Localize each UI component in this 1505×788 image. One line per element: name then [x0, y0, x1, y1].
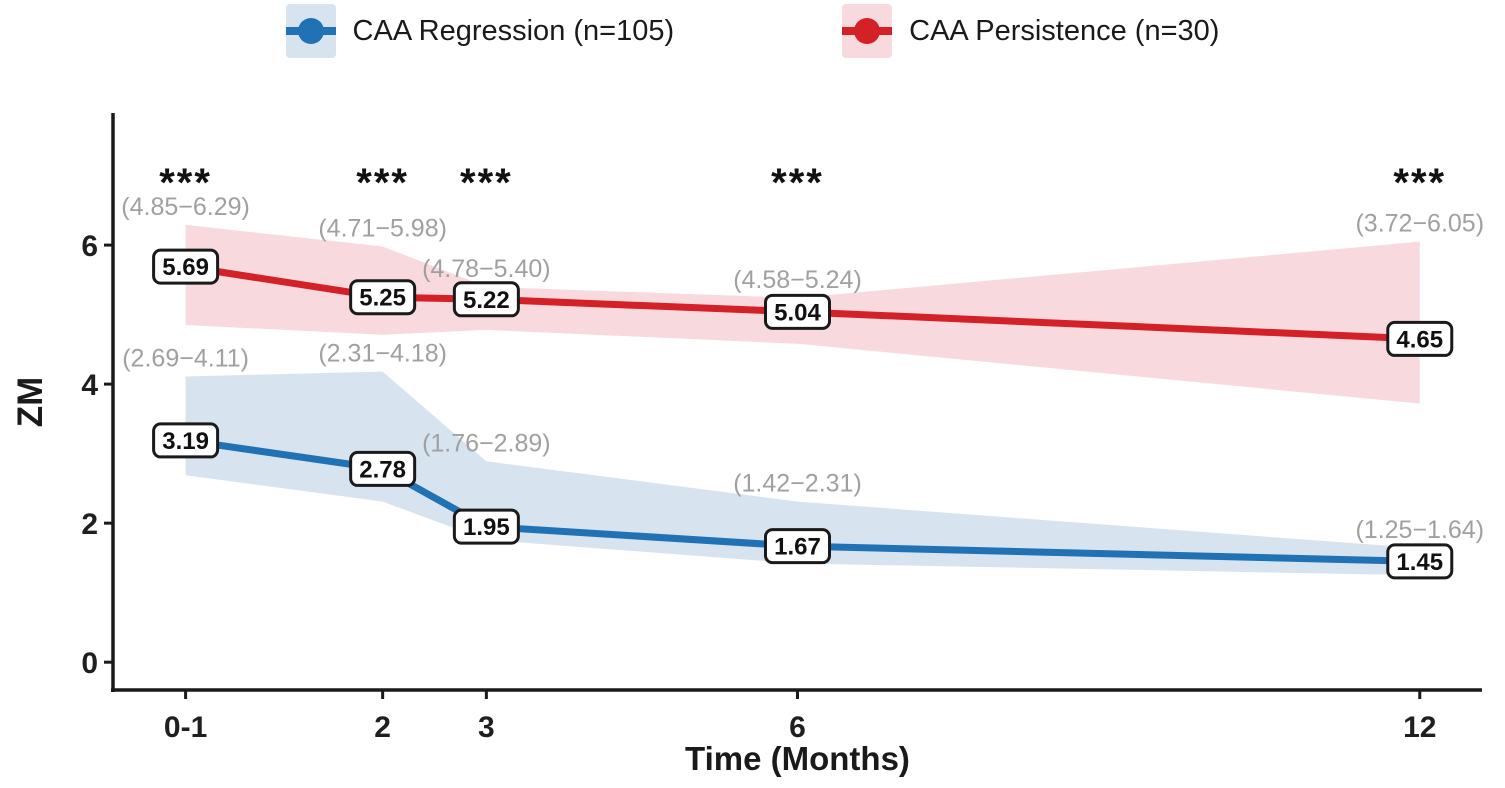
significance-stars: *** — [460, 161, 513, 205]
value-label: 4.65 — [1396, 326, 1443, 353]
ci-label: (4.85−6.29) — [121, 193, 250, 221]
significance-stars: *** — [356, 161, 409, 205]
x-tick-label: 2 — [374, 711, 391, 744]
y-axis-title: ZM — [11, 377, 50, 428]
y-tick-label: 0 — [81, 647, 98, 680]
value-label: 1.45 — [1396, 549, 1443, 576]
value-label-box — [764, 528, 831, 565]
ci-label: (2.31−4.18) — [318, 340, 447, 368]
value-label-box — [1386, 543, 1454, 580]
significance-stars: *** — [159, 161, 212, 205]
legend-dot-glyph — [297, 18, 324, 44]
x-tick-label: 0-1 — [164, 711, 207, 744]
value-label: 2.78 — [359, 456, 406, 483]
legend-dot-glyph — [854, 18, 881, 44]
value-label-box — [452, 508, 520, 545]
value-label: 5.69 — [162, 254, 209, 281]
y-tick-label: 6 — [81, 230, 98, 263]
value-label: 1.95 — [463, 514, 510, 541]
ci-label: (3.72−6.05) — [1355, 210, 1484, 238]
ci-label: (2.69−4.11) — [122, 344, 249, 372]
ci-label: (1.25−1.64) — [1355, 516, 1484, 544]
legend-label-persistence: CAA Persistence (n=30) — [909, 14, 1220, 47]
value-label-box — [452, 281, 520, 318]
legend-key-regression-icon — [285, 4, 336, 58]
y-tick-label: 2 — [81, 508, 98, 541]
ci-label: (4.58−5.24) — [733, 266, 862, 294]
y-tick-label: 4 — [81, 369, 98, 402]
value-label: 1.67 — [774, 534, 821, 561]
value-label-box — [152, 422, 220, 459]
x-axis-title: Time (Months) — [685, 740, 910, 777]
ci-label: (1.76−2.89) — [422, 429, 551, 457]
value-label: 5.25 — [359, 285, 406, 312]
legend-key-persistence-icon — [842, 4, 893, 58]
value-label-box — [349, 450, 417, 487]
legend-item-regression: CAA Regression (n=105) — [285, 4, 675, 58]
chart-legend: CAA Regression (n=105) CAA Persistence (… — [0, 4, 1505, 58]
value-label-box — [764, 293, 831, 330]
legend-label-regression: CAA Regression (n=105) — [352, 14, 675, 47]
value-label-box — [152, 248, 220, 285]
value-label-box — [1386, 320, 1454, 357]
value-label: 5.04 — [774, 299, 821, 326]
value-label: 5.22 — [463, 287, 510, 314]
x-tick-label: 12 — [1403, 711, 1436, 744]
x-tick-label: 6 — [789, 711, 806, 744]
ci-label: (4.71−5.98) — [318, 214, 447, 242]
significance-stars: *** — [771, 161, 824, 205]
value-label: 3.19 — [162, 428, 209, 455]
ci-label: (4.78−5.40) — [422, 255, 551, 283]
legend-item-persistence: CAA Persistence (n=30) — [842, 4, 1219, 58]
ci-label: (1.42−2.31) — [733, 470, 862, 498]
significance-stars: *** — [1393, 161, 1446, 205]
value-label-box — [349, 279, 417, 316]
x-tick-label: 3 — [478, 711, 495, 744]
